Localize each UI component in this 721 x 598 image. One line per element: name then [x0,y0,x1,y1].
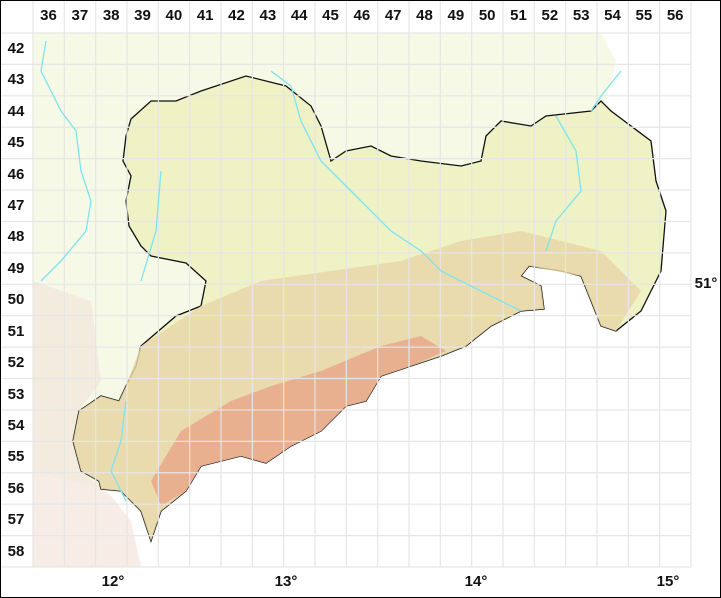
grid-column-label: 47 [384,7,402,24]
grid-column-label: 48 [416,7,433,24]
grid-column-label: 44 [290,7,308,24]
river-elbe [590,70,622,112]
grid-column-label: 38 [102,7,120,24]
grid-row-label: 52 [7,354,25,372]
grid-row-label: 47 [7,197,25,215]
grid-column-label: 55 [635,7,653,24]
grid-row-label: 58 [7,542,25,560]
grid-column-label: 51 [510,7,527,24]
longitude-label: 14° [464,573,488,590]
grid-row-label: 49 [7,259,25,277]
longitude-label: 12° [101,573,125,590]
grid-column-label: 36 [40,7,57,24]
grid-column-label: 50 [478,7,496,24]
grid-column-label: 41 [196,7,214,24]
grid-column-label: 39 [134,7,151,24]
grid-column-label: 56 [666,7,684,24]
grid-row-label: 50 [7,291,25,309]
grid-row-label: 48 [7,228,25,246]
grid-row-label: 44 [7,102,25,120]
neighbour-region-north [33,33,616,489]
river-elbe-main [270,70,522,312]
river-neisse [545,115,582,252]
latitude-label: 51° [694,275,718,292]
grid-column-label: 53 [572,7,590,24]
river-mulde [140,170,162,282]
grid-row-label: 56 [7,479,25,497]
grid-column-label: 49 [447,7,465,24]
grid-lines [1,1,692,568]
grid-column-label: 40 [165,7,183,24]
river-white-elster [110,400,127,502]
river-saale [40,40,92,282]
grid-row-label: 57 [7,511,25,529]
longitude-label: 13° [274,573,298,590]
grid-column-label: 43 [259,7,277,24]
grid-row-label: 51 [7,322,25,340]
longitude-label: 15° [656,573,680,590]
grid-row-label: 55 [7,448,25,466]
neighbour-region-southwest [33,281,141,567]
grid-row-label: 46 [7,165,25,183]
grid-column-label: 54 [604,7,621,24]
grid-column-label: 46 [353,7,371,24]
grid-column-label: 42 [228,7,245,24]
grid-row-label: 43 [7,71,25,89]
grid-row-label: 53 [7,385,25,403]
grid-row-label: 54 [7,416,25,434]
grid-row-label: 42 [7,40,25,57]
grid-column-label: 37 [71,7,89,24]
rivers [40,40,622,502]
grid-column-label: 45 [322,7,339,24]
grid-column-label: 52 [541,7,559,24]
grid-row-label: 45 [7,134,25,152]
